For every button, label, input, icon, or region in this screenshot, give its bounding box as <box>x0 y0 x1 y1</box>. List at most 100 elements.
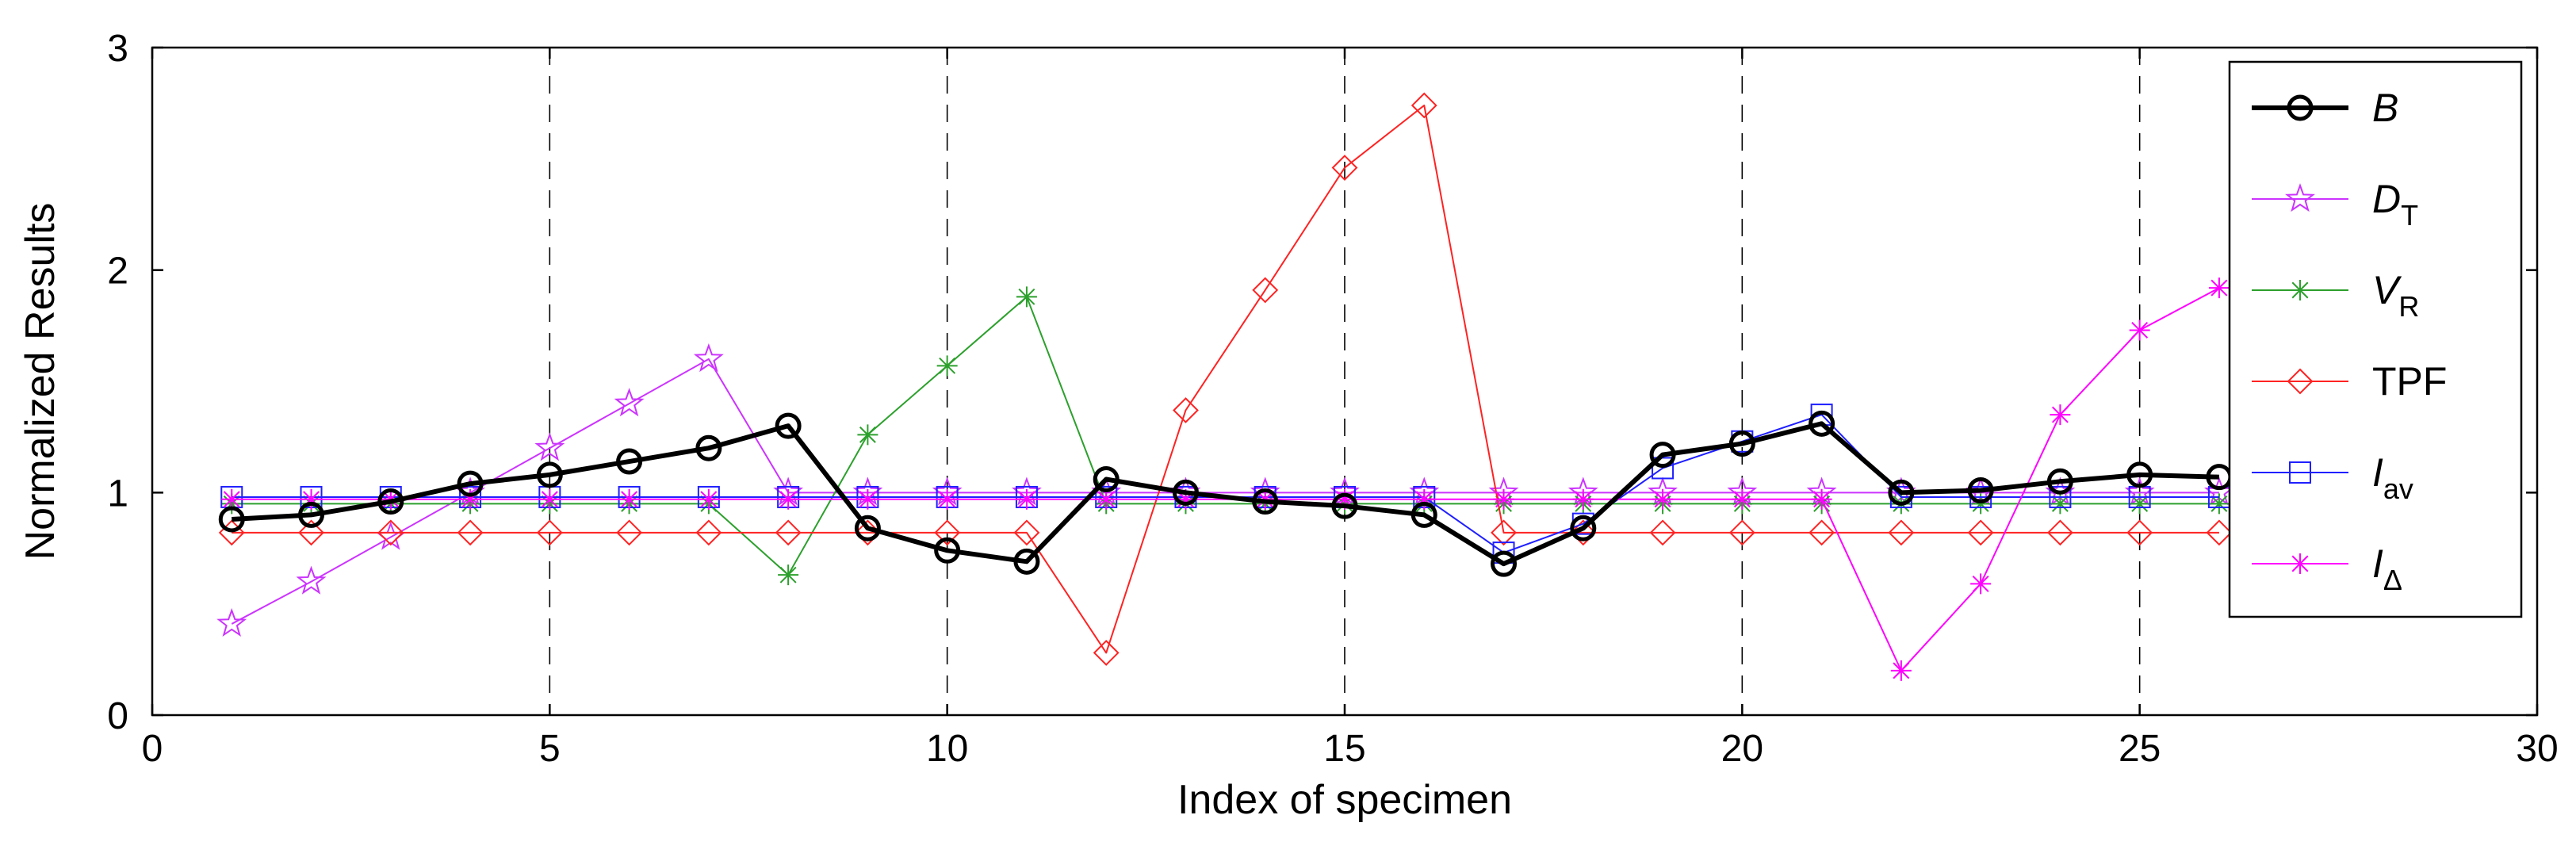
data-point-TPF <box>298 519 324 546</box>
data-point-B <box>1967 477 1994 504</box>
data-point-DT <box>614 388 645 417</box>
data-point-B <box>1570 515 1597 541</box>
x-tick-label: 5 <box>539 728 561 770</box>
legend-item-DT: DT <box>2252 177 2418 232</box>
legend-label-main: I <box>2372 450 2383 495</box>
legend-label-main: V <box>2372 268 2402 312</box>
series-line-TPF <box>232 104 2219 654</box>
data-point-VR <box>2208 493 2230 515</box>
legend-label-sub: R <box>2398 290 2419 323</box>
data-point-IΔ <box>2208 277 2230 299</box>
data-point-TPF <box>1491 519 1517 546</box>
data-point-B <box>1331 492 1358 519</box>
legend-marker-B <box>2287 94 2314 121</box>
data-point-B <box>1491 550 1518 577</box>
data-point-IΔ <box>1016 488 1037 510</box>
legend-item-B: B <box>2252 86 2398 130</box>
x-axis-label: Index of specimen <box>1177 777 1512 823</box>
data-point-TPF <box>1649 519 1676 546</box>
legend-label-main: D <box>2372 177 2401 221</box>
data-point-TPF <box>934 519 961 546</box>
data-point-VR <box>778 564 799 586</box>
legend-label-main: I <box>2372 541 2383 586</box>
data-point-TPF <box>2046 519 2073 546</box>
series-line-B <box>232 421 2220 567</box>
data-point-B <box>298 501 325 528</box>
data-point-TPF <box>1967 519 1994 546</box>
y-tick-label: 0 <box>107 695 128 737</box>
data-point-VR <box>1016 286 1037 308</box>
data-point-IΔ <box>1811 488 1832 510</box>
data-point-IΔ <box>698 488 719 510</box>
data-point-IΔ <box>221 488 243 510</box>
data-point-TPF <box>1252 277 1279 304</box>
data-point-DT <box>216 608 247 637</box>
data-point-TPF <box>2126 519 2153 546</box>
legend-marker-VR <box>2290 280 2310 300</box>
data-point-B <box>2046 468 2073 495</box>
data-point-DT <box>693 342 724 373</box>
data-point-IΔ <box>2129 320 2150 341</box>
data-point-B <box>377 488 404 515</box>
legend-label-Iav: Iav <box>2372 450 2413 505</box>
data-point-B <box>1728 430 1755 457</box>
data-point-TPF <box>1013 519 1040 546</box>
legend-item-Iav: Iav <box>2252 450 2413 505</box>
series-line-DT <box>231 358 2219 625</box>
axis-ticks: 0 5 10 15 20 25 30 0 1 2 3 <box>107 28 2558 770</box>
data-point-IΔ <box>460 488 481 510</box>
legend-item-VR: VR <box>2252 268 2419 323</box>
data-point-IΔ <box>618 488 640 510</box>
legend-label-DT: DT <box>2372 177 2418 232</box>
data-point-TPF <box>1331 155 1358 181</box>
legend-label-VR: VR <box>2372 268 2419 323</box>
data-point-IΔ <box>2050 404 2071 426</box>
grid-lines <box>549 48 2141 715</box>
data-point-TPF <box>1888 519 1915 546</box>
data-point-B <box>1410 501 1437 528</box>
data-point-B <box>1172 479 1199 506</box>
y-tick-label: 2 <box>107 251 128 293</box>
legend-marker-DT <box>2285 183 2315 212</box>
data-point-TPF <box>616 519 643 546</box>
data-point-TPF <box>775 519 802 546</box>
x-tick-label: 0 <box>142 728 163 770</box>
legend-marker-TPF <box>2287 368 2314 395</box>
data-point-IΔ <box>1732 488 1753 510</box>
legend-marker-IΔ <box>2290 553 2310 574</box>
data-point-TPF <box>377 519 404 546</box>
data-point-VR <box>2129 493 2150 515</box>
data-point-B <box>934 537 961 564</box>
series-TPF <box>218 92 2233 666</box>
data-point-B <box>1649 442 1676 469</box>
data-point-B <box>1888 479 1915 506</box>
data-point-TPF <box>536 519 563 546</box>
legend-label-main: B <box>2372 86 2398 130</box>
legend-label-TPF: TPF <box>2372 359 2447 404</box>
data-point-TPF <box>1570 519 1597 546</box>
x-tick-label: 25 <box>2119 728 2161 770</box>
data-point-B <box>1809 410 1835 437</box>
data-point-IΔ <box>300 488 322 510</box>
legend-box <box>2228 60 2523 618</box>
x-tick-label: 20 <box>1721 728 1763 770</box>
data-point-DT <box>534 432 565 461</box>
data-point-B <box>457 470 484 497</box>
data-point-B <box>1013 548 1040 575</box>
data-point-B <box>1093 465 1120 492</box>
data-point-IΔ <box>1175 488 1196 510</box>
y-tick-label: 1 <box>107 473 128 515</box>
data-point-TPF <box>2206 519 2233 546</box>
data-point-B <box>2126 461 2153 488</box>
data-point-TPF <box>1093 639 1120 666</box>
legend-label-B: B <box>2372 86 2398 130</box>
data-point-B <box>775 412 802 439</box>
y-tick-label: 3 <box>107 28 128 70</box>
data-point-IΔ <box>1890 660 1912 681</box>
data-point-B <box>854 515 881 541</box>
data-point-B <box>1252 488 1279 515</box>
data-point-TPF <box>1410 92 1437 119</box>
data-point-B <box>536 461 563 488</box>
